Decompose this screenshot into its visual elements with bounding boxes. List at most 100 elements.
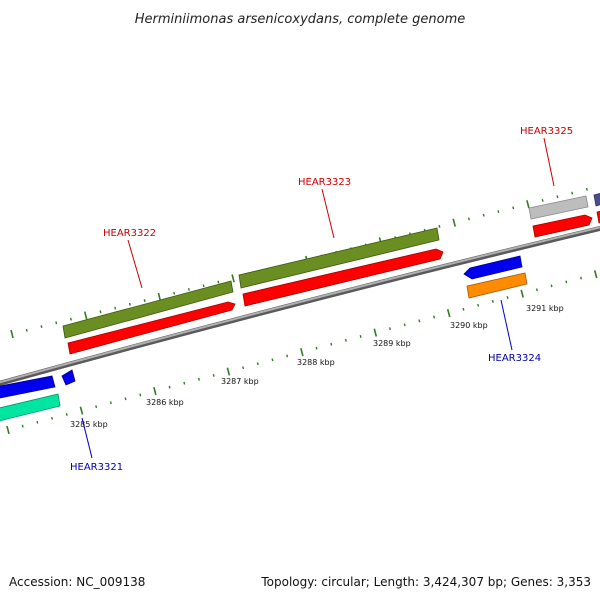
gene-label-hear3323: HEAR3323 [298, 177, 351, 188]
outer-minor-tick [512, 206, 515, 210]
gene-label-hear3322: HEAR3322 [103, 228, 156, 239]
cog-forward-track [62, 192, 600, 339]
outer-major-tick [157, 292, 162, 301]
inner-minor-tick [462, 307, 465, 311]
inner-minor-tick [550, 284, 553, 288]
inner-minor-tick [580, 276, 582, 280]
gene-label-hear3324: HEAR3324 [488, 353, 541, 364]
accession-text: Accession: NC_009138 [9, 575, 145, 589]
outer-minor-tick [217, 280, 220, 284]
gene-arrow-partial-right [596, 210, 600, 224]
inner-minor-tick [168, 385, 171, 389]
cog-block-hear3324 [466, 272, 528, 299]
outer-minor-tick [69, 317, 72, 321]
inner-minor-tick [344, 338, 347, 342]
leader-line-hear3325 [543, 137, 555, 187]
outer-major-tick [10, 329, 14, 339]
inner-major-tick [520, 289, 524, 298]
inner-major-tick [79, 406, 84, 415]
tick-label-3290: 3290 kbp [450, 321, 488, 330]
tick-label-3285: 3285 kbp [70, 420, 108, 429]
cog-block-hear3322 [62, 280, 234, 339]
tick-label-3287: 3287 kbp [221, 377, 259, 386]
inner-minor-tick [139, 393, 142, 397]
outer-minor-tick [467, 217, 470, 221]
cog-block-hear3323 [238, 227, 440, 289]
outer-minor-tick [143, 299, 146, 303]
outer-minor-tick [173, 291, 176, 295]
inner-minor-tick [242, 366, 245, 370]
outer-major-tick [526, 200, 530, 209]
outer-minor-tick [55, 321, 58, 325]
inner-minor-tick [286, 354, 289, 358]
inner-minor-tick [36, 420, 39, 424]
scale-labels: 3285 kbp 3286 kbp 3287 kbp 3288 kbp 3289… [70, 304, 564, 429]
inner-minor-tick [418, 319, 421, 323]
inner-minor-tick [535, 288, 538, 292]
gene-arrow-hear3324 [463, 255, 523, 280]
inner-minor-tick [506, 296, 509, 299]
outer-minor-tick [438, 224, 441, 228]
outer-minor-tick [541, 199, 544, 202]
outer-major-tick [83, 311, 88, 320]
inner-minor-tick [359, 335, 362, 338]
inner-minor-tick [491, 300, 494, 303]
tick-label-3288: 3288 kbp [297, 358, 335, 367]
leader-line-hear3322 [127, 239, 143, 289]
inner-major-tick [593, 270, 598, 279]
inner-minor-tick [565, 280, 568, 284]
inner-minor-tick [433, 315, 436, 319]
gene-label-hear3321: HEAR3321 [70, 462, 123, 473]
inner-major-tick [300, 347, 304, 357]
gene-reverse-track [0, 255, 523, 399]
outer-minor-tick [25, 328, 28, 332]
inner-minor-tick [256, 362, 259, 366]
map-title: Herminiimonas arsenicoxydans, complete g… [135, 12, 465, 27]
inner-major-tick [226, 367, 231, 376]
gene-arrow-hear3321 [0, 375, 56, 399]
leader-line-hear3321 [81, 417, 93, 459]
inner-minor-tick [271, 358, 274, 362]
inner-minor-tick [65, 413, 68, 416]
inner-minor-tick [389, 327, 391, 331]
outer-minor-tick [497, 210, 500, 213]
cog-block-hear3326 [593, 192, 600, 207]
inner-minor-tick [124, 397, 127, 401]
outer-minor-tick [482, 213, 485, 217]
cog-reverse-track [0, 272, 528, 422]
genome-backbone [0, 225, 600, 386]
inner-minor-tick [183, 381, 186, 385]
tick-row-inner [6, 270, 598, 435]
gene-arrow-hear3323 [242, 248, 444, 307]
tick-label-3291: 3291 kbp [526, 304, 564, 313]
leader-line-hear3324 [500, 299, 513, 351]
outer-minor-tick [556, 195, 559, 199]
outer-major-tick [452, 218, 456, 227]
gene-arrow-small-reverse [61, 369, 76, 386]
outer-minor-tick [128, 302, 131, 306]
inner-minor-tick [51, 416, 54, 420]
outer-major-tick [231, 274, 235, 283]
inner-major-tick [153, 386, 157, 396]
outer-minor-tick [99, 310, 102, 314]
gene-labels: HEAR3321 HEAR3322 HEAR3323 HEAR3324 HEAR… [70, 126, 573, 473]
inner-minor-tick [109, 401, 112, 405]
inner-minor-tick [330, 342, 333, 346]
inner-minor-tick [403, 323, 406, 327]
outer-minor-tick [585, 187, 588, 191]
cog-block-hear3325 [528, 195, 589, 220]
genome-summary-text: Topology: circular; Length: 3,424,307 bp… [260, 575, 591, 589]
inner-minor-tick [315, 346, 318, 350]
inner-major-tick [446, 308, 451, 318]
inner-major-tick [6, 425, 10, 435]
gene-forward-track [67, 210, 600, 355]
cog-block-hear3321 [0, 393, 61, 422]
outer-minor-tick [40, 325, 43, 328]
inner-minor-tick [95, 405, 98, 409]
outer-minor-tick [571, 191, 574, 195]
leader-line-hear3323 [321, 188, 335, 239]
outer-minor-tick [202, 284, 205, 288]
inner-major-tick [373, 328, 378, 337]
inner-minor-tick [198, 377, 200, 381]
tick-label-3289: 3289 kbp [373, 339, 411, 348]
